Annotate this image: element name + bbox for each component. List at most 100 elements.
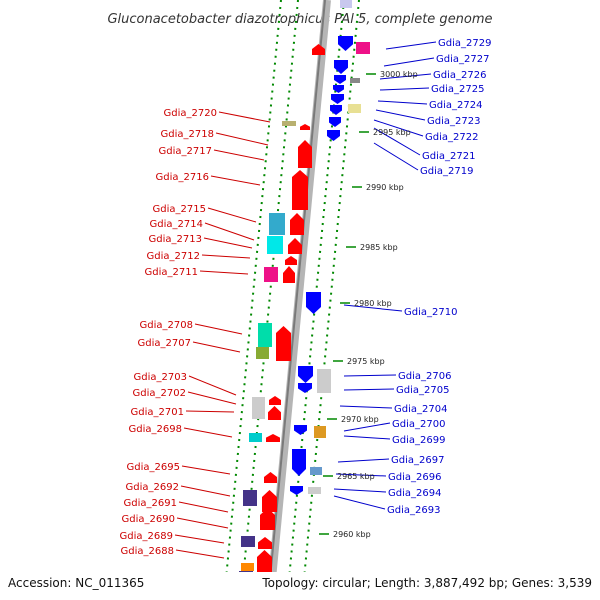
forward-gene-arrow-12 (266, 434, 280, 442)
reverse-gene-arrow-8 (327, 130, 340, 141)
cog-boxes (239, 0, 370, 600)
reverse-gene-label: Gdia_2729 (438, 38, 491, 49)
forward-label-leader (176, 517, 229, 529)
reverse-gene-label: Gdia_2719 (420, 166, 473, 177)
gene-labels: Gdia_2720 Gdia_2718 Gdia_2717 Gdia_2716 Gdia… (120, 38, 492, 589)
cog-box-3 (350, 78, 360, 83)
forward-label-leader (204, 222, 255, 241)
forward-label-leader (207, 207, 257, 223)
reverse-gene-arrow-4 (333, 85, 344, 93)
reverse-gene-label: Gdia_2722 (425, 132, 478, 143)
reverse-gene-label: Gdia_2700 (392, 419, 445, 430)
forward-label-leader (187, 391, 237, 405)
reverse-label-leader (333, 488, 387, 493)
reverse-gene-arrow-6 (330, 105, 342, 115)
forward-gene-arrow-2 (300, 124, 310, 130)
reverse-gene-arrow-14 (290, 486, 303, 495)
reverse-label-leader (343, 435, 391, 440)
reverse-label-leader (343, 304, 403, 312)
forward-gene-label: Gdia_2691 (124, 498, 177, 509)
reverse-gene-arrow-1 (338, 36, 353, 51)
backbone-tick-label: 2980 kbp (354, 299, 392, 308)
cog-box-11 (317, 369, 331, 393)
footer-background (0, 572, 600, 600)
reverse-gene-label: Gdia_2704 (394, 404, 447, 415)
cog-box-8 (264, 267, 278, 282)
cog-box-9 (258, 323, 272, 347)
forward-gene-label: Gdia_2692 (126, 482, 179, 493)
forward-gene-arrow-6 (288, 238, 302, 254)
reverse-label-leader (343, 374, 397, 377)
forward-gene-label: Gdia_2707 (138, 338, 191, 349)
reverse-label-leader (337, 458, 390, 463)
reverse-gene-arrow-9 (306, 292, 321, 314)
reverse-label-leader (343, 422, 391, 432)
reverse-gene-label: Gdia_2724 (429, 100, 482, 111)
reverse-gene-arrow-2 (334, 60, 348, 74)
cog-box-6 (269, 213, 285, 235)
backbone-tick-label: 2990 kbp (366, 183, 404, 192)
track-left-inner (240, 0, 299, 600)
forward-gene-label: Gdia_2717 (159, 146, 212, 157)
reverse-gene-arrow-13 (292, 449, 306, 476)
cog-box-19 (241, 563, 254, 571)
forward-label-leader (199, 270, 249, 275)
reverse-gene-label: Gdia_2706 (398, 371, 451, 382)
forward-gene-label: Gdia_2702 (133, 388, 186, 399)
forward-gene-arrow-4 (292, 170, 308, 210)
reverse-gene-label: Gdia_2725 (431, 84, 484, 95)
forward-label-leader (201, 254, 251, 259)
cog-box-18 (241, 536, 255, 547)
reverse-gene-label: Gdia_2723 (427, 116, 480, 127)
forward-gene-label: Gdia_2690 (122, 514, 175, 525)
track-right-outer (301, 0, 360, 600)
forward-label-leader (188, 375, 237, 396)
forward-gene-arrow-15 (260, 508, 275, 530)
backbone-ticks: 3000 kbp 2995 kbp 2990 kbp 2985 kbp 2980 kbp… (316, 70, 418, 596)
forward-gene-label: Gdia_2715 (153, 204, 206, 215)
cog-box-16 (308, 487, 321, 494)
reverse-gene-arrow-10 (298, 366, 313, 383)
forward-gene-arrow-8 (283, 266, 295, 283)
reverse-label-leader (373, 119, 424, 137)
reverse-label-leader (379, 73, 432, 80)
accession-text: Accession: NC_011365 (8, 576, 144, 590)
forward-gene-label: Gdia_2712 (147, 251, 200, 262)
forward-gene-label: Gdia_2703 (134, 372, 187, 383)
backbone-tick-label: 2995 kbp (373, 128, 411, 137)
reverse-gene-label: Gdia_2697 (391, 455, 444, 466)
forward-gene-label: Gdia_2688 (121, 546, 174, 557)
forward-label-leader (174, 534, 225, 544)
forward-gene-arrow-3 (298, 140, 312, 168)
cog-box-5 (282, 121, 296, 126)
forward-label-leader (181, 465, 231, 475)
forward-label-leader (203, 237, 253, 249)
cog-box-7 (267, 236, 283, 254)
cog-box-14 (314, 426, 326, 438)
topology-text: Topology: circular; Length: 3,887,492 bp… (261, 576, 592, 590)
reverse-gene-arrow-3 (334, 75, 346, 84)
forward-label-leader (183, 427, 233, 438)
forward-gene-label: Gdia_2708 (140, 320, 193, 331)
forward-gene-arrow-11 (268, 406, 281, 420)
forward-gene-label: Gdia_2716 (156, 172, 209, 183)
reverse-label-leader (375, 109, 426, 121)
backbone-tick-label: 2960 kbp (333, 530, 371, 539)
forward-gene-label: Gdia_2698 (129, 424, 182, 435)
reverse-label-leader (385, 41, 437, 50)
forward-gene-label: Gdia_2714 (150, 219, 203, 230)
forward-label-leader (180, 485, 231, 497)
reverse-gene-label: Gdia_2696 (388, 472, 441, 483)
cog-box-10 (256, 347, 269, 359)
backbone-tick-label: 2970 kbp (341, 415, 379, 424)
reverse-gene-arrow-7 (329, 117, 341, 127)
cog-box-1 (340, 0, 352, 8)
reverse-label-leader (335, 473, 387, 477)
backbone-shade (267, 0, 326, 600)
forward-label-leader (218, 111, 271, 123)
reverse-gene-arrow-12 (294, 425, 307, 435)
reverse-label-leader (373, 142, 419, 171)
reverse-label-leader (373, 127, 421, 156)
reverse-label-leader (379, 87, 430, 91)
